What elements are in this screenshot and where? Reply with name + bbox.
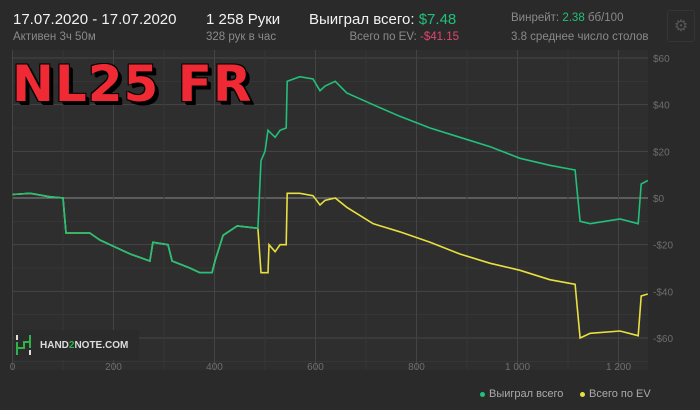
winrate-label: Винрейт: xyxy=(511,12,560,24)
x-tick-label: 400 xyxy=(206,362,223,373)
winrate-value: 2.38 xyxy=(562,12,585,24)
y-tick-label: $60 xyxy=(653,54,670,65)
y-tick-label: -$40 xyxy=(653,287,673,298)
hands-per-hour: 328 рук в час xyxy=(206,31,277,43)
legend-dot-icon xyxy=(580,391,585,397)
overlay-title: NL25 FR xyxy=(12,55,253,113)
x-tick-label: 200 xyxy=(105,362,122,373)
y-tick-label: -$20 xyxy=(653,241,673,252)
y-tick-label: $0 xyxy=(653,194,665,205)
x-tick-label: 600 xyxy=(307,362,324,373)
stats-header: 17.07.2020 - 17.07.2020 Активен 3ч 50м 1… xyxy=(0,0,700,50)
x-tick-label: 1 000 xyxy=(505,362,530,373)
y-tick-label: $20 xyxy=(653,147,670,158)
watermark-text: HAND2NOTE.COM xyxy=(40,339,129,351)
won-total: Выиграл всего: $7.48 xyxy=(309,11,456,28)
ev-value: -$41.15 xyxy=(419,31,459,43)
plot-area xyxy=(12,50,648,370)
x-tick-label: 0 xyxy=(10,362,16,373)
x-tick-label: 1 200 xyxy=(606,362,631,373)
date-range: 17.07.2020 - 17.07.2020 xyxy=(13,11,177,28)
won-value: $7.48 xyxy=(418,11,457,28)
y-tick-label: -$60 xyxy=(653,334,673,345)
legend-dot-icon xyxy=(480,391,485,397)
hands-count: 1 258 Руки xyxy=(206,11,281,28)
winrate-unit: бб/100 xyxy=(587,12,624,24)
ev-label: Всего по EV: xyxy=(349,31,417,43)
active-time: Активен 3ч 50м xyxy=(13,31,96,43)
series-line-won xyxy=(12,75,649,274)
won-label: Выиграл всего: xyxy=(309,11,415,28)
y-tick-label: $40 xyxy=(653,101,670,112)
legend-item-ev[interactable]: Всего по EV xyxy=(580,388,651,400)
legend-item-won[interactable]: Выиграл всего xyxy=(480,388,563,400)
ev-total: Всего по EV: -$41.15 xyxy=(350,31,460,43)
gear-icon: ⚙ xyxy=(673,18,689,35)
winrate: Винрейт: 2.38 бб/100 xyxy=(511,12,623,24)
settings-button[interactable]: ⚙ xyxy=(667,10,695,42)
avg-tables: 3.8 среднее число столов xyxy=(511,31,649,43)
x-tick-label: 800 xyxy=(408,362,425,373)
watermark-logo: HAND2NOTE.COM xyxy=(14,330,139,360)
hand2note-logo-icon xyxy=(16,335,31,355)
